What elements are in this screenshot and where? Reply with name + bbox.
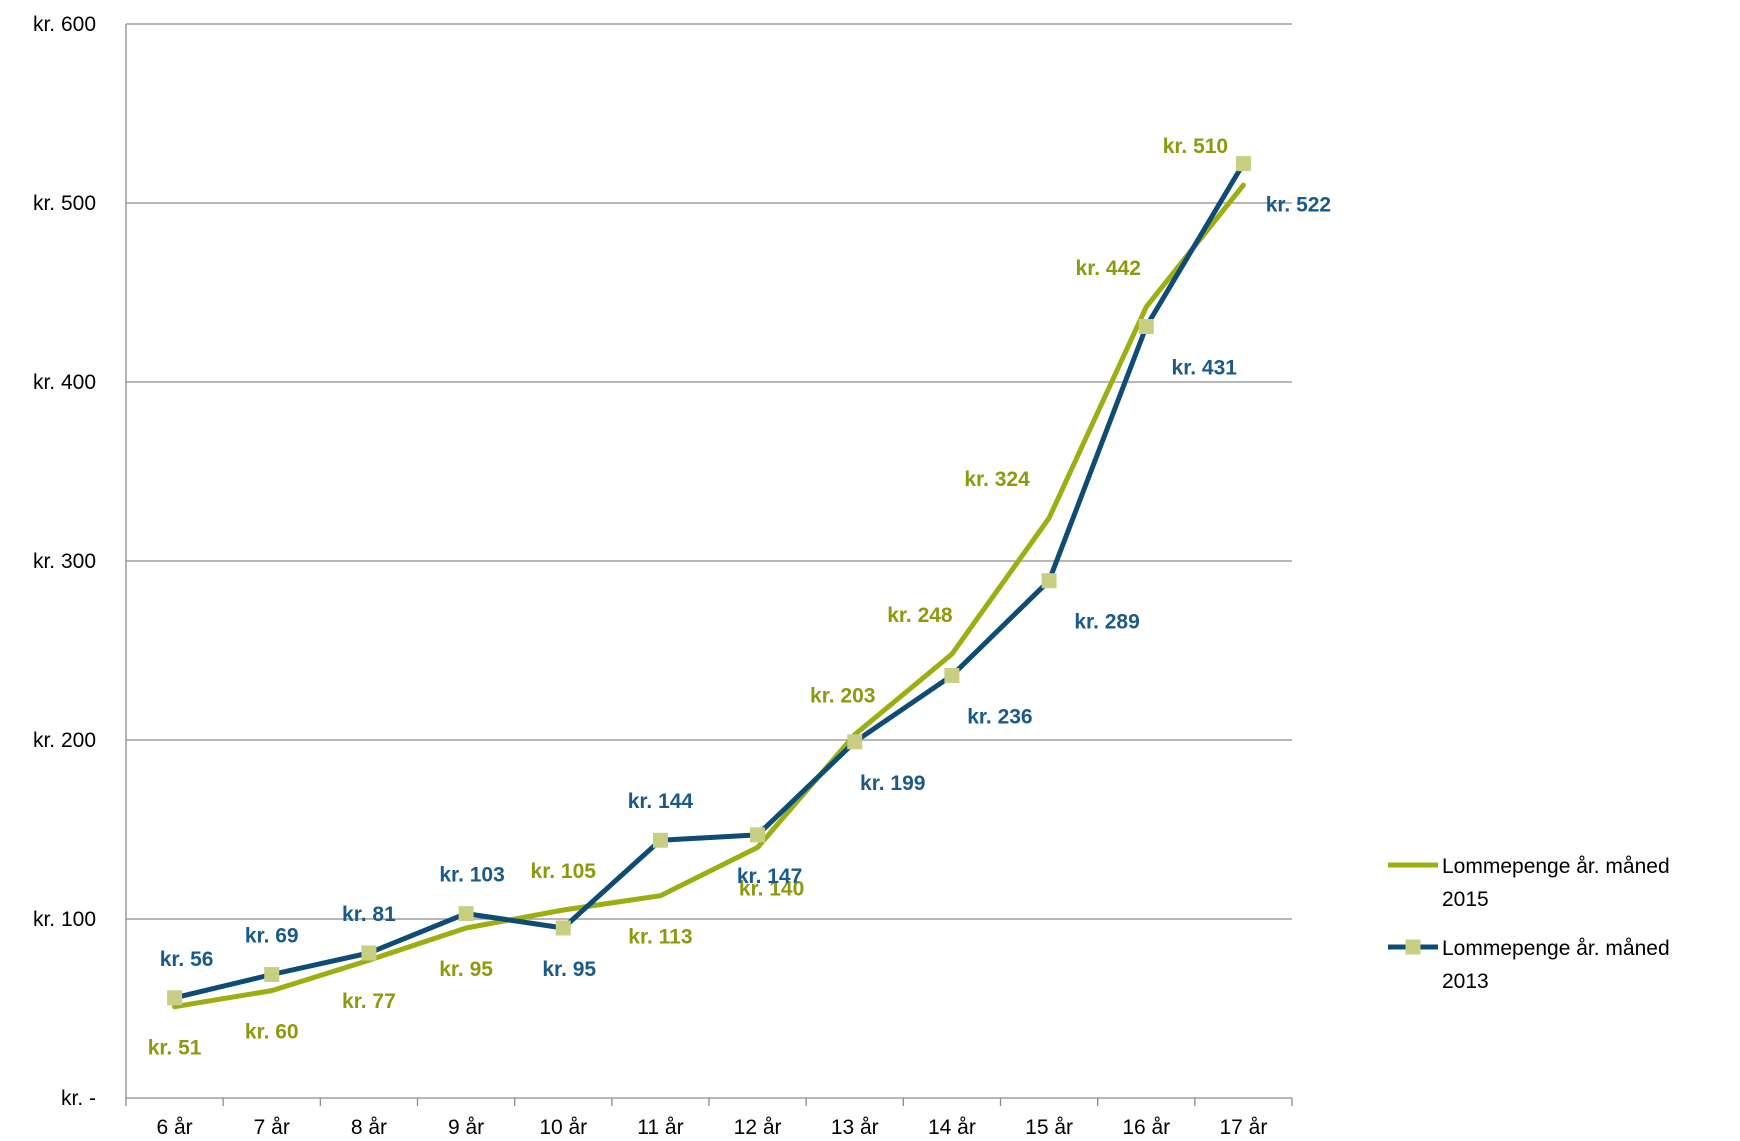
data-label: kr. 77 [342,990,396,1013]
series-lines [175,164,1244,1007]
data-label: kr. 522 [1266,194,1331,217]
legend-label: Lommepenge år. måned [1442,855,1670,878]
data-label: kr. 442 [1076,257,1141,280]
x-tick-label: 6 år [156,1116,192,1139]
data-label: kr. 236 [967,706,1032,729]
series-line-1 [175,185,1244,1007]
y-tick-label: kr. 500 [33,192,96,215]
series-marker [167,990,182,1005]
series-marker [556,920,571,935]
y-tick-label: kr. 200 [33,729,96,752]
gridlines [126,24,1292,919]
x-axis-tick-labels: 6 år 7 år 8 år 9 år 10 år 11 år 12 år 13 år 14 å… [156,1116,1267,1139]
x-tick-label: 9 år [448,1116,484,1139]
axes [126,24,1292,1106]
series-marker [264,967,279,982]
data-label: kr. 95 [542,958,596,981]
x-tick-label: 7 år [254,1116,290,1139]
series-marker [459,906,474,921]
data-label: kr. 289 [1074,611,1139,634]
series-marker [653,833,668,848]
x-tick-label: 12 år [734,1116,782,1139]
data-label: kr. 324 [964,468,1030,491]
y-tick-label: kr. 600 [33,13,96,36]
legend-label: Lommepenge år. måned [1442,937,1670,960]
data-label: kr. 144 [628,790,694,813]
data-label: kr. 248 [887,604,953,627]
series-marker [1042,573,1057,588]
data-label: kr. 510 [1163,135,1228,158]
legend: Lommepenge år. måned 2015 Lommepenge år. m… [1388,855,1670,993]
data-label: kr. 199 [860,772,925,795]
x-tick-label: 16 år [1122,1116,1170,1139]
x-tick-label: 8 år [351,1116,387,1139]
series-marker [847,734,862,749]
y-tick-label: kr. 300 [33,550,96,573]
data-label: kr. 105 [531,860,597,883]
data-label: kr. 51 [148,1037,202,1060]
legend-swatch-marker [1406,940,1421,955]
data-labels: kr. 51 kr. 60 kr. 77 kr. 95 kr. 105 kr. 113 kr… [148,135,1331,1060]
data-label: kr. 203 [810,685,875,708]
series-markers [167,156,1251,1005]
y-tick-label: kr. 100 [33,908,96,931]
data-label: kr. 81 [342,903,396,926]
data-label: kr. 69 [245,924,299,947]
legend-label: 2015 [1442,888,1489,911]
x-tick-label: 14 år [928,1116,976,1139]
x-tick-label: 13 år [831,1116,879,1139]
data-label: kr. 95 [439,958,493,981]
data-label: kr. 431 [1172,357,1238,380]
x-tick-label: 10 år [539,1116,587,1139]
series-marker [1236,156,1251,171]
series-marker [361,946,376,961]
data-label: kr. 147 [737,865,802,888]
series-marker [944,668,959,683]
x-tick-label: 11 år [637,1116,683,1139]
y-tick-label: kr. - [61,1087,96,1110]
data-label: kr. 103 [439,864,504,887]
series-marker [750,827,765,842]
data-label: kr. 56 [160,948,214,971]
y-axis-tick-labels: kr. - kr. 100 kr. 200 kr. 300 kr. 400 kr. 500… [33,13,96,1110]
x-tick-label: 17 år [1219,1116,1267,1139]
data-label: kr. 60 [245,1021,299,1044]
x-tick-label: 15 år [1025,1116,1073,1139]
series-marker [1139,319,1154,334]
y-tick-label: kr. 400 [33,371,96,394]
legend-label: 2013 [1442,970,1489,993]
data-label: kr. 113 [628,926,692,949]
